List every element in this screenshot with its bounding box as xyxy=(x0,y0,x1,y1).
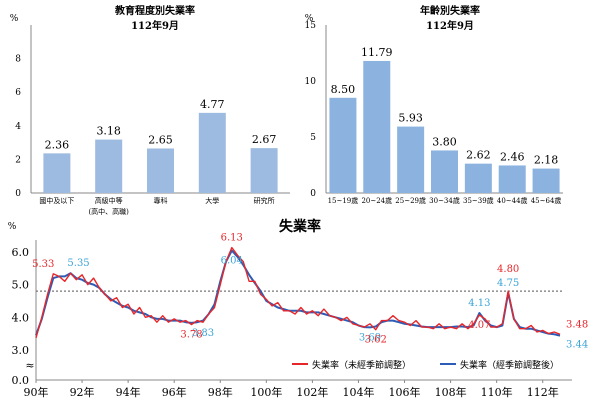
line-chart-x-tick: 98年 xyxy=(208,385,233,399)
line-chart-y-tick: 0.0 xyxy=(12,374,30,387)
age-bar xyxy=(397,126,425,193)
age-bar xyxy=(498,165,526,193)
education-chart: 教育程度別失業率 112年9月% 0 2 4 6 8 2.36 國中及以下 3.18 高級中等 (高中… xyxy=(10,4,290,216)
line-chart-y-tick: 5.0 xyxy=(12,279,30,292)
age-value-label: 5.93 xyxy=(398,112,423,125)
age-value-label: 8.50 xyxy=(331,83,356,96)
age-title: 年齡別失業率 xyxy=(420,4,480,17)
line-chart-legend: 失業率（未經季節調整） 失業率（經季節調整後） xyxy=(292,359,559,371)
line-chart-x-tick: 110年 xyxy=(481,385,513,399)
education-category-label: 高級中等 xyxy=(95,196,123,205)
line-chart-x-tick: 96年 xyxy=(162,385,187,399)
line-chart-x-tick: 94年 xyxy=(116,385,141,399)
education-y-unit: % xyxy=(10,14,19,24)
data-label: 5.35 xyxy=(67,258,89,269)
unemployment-line-chart: 失業率% 0.0 3.0 4.0 5.0 6.0 ≈90年 92年 94年 96年 98年 100年 1… xyxy=(8,218,589,399)
age-value-label: 2.18 xyxy=(534,154,559,167)
age-y-tick-0: 0 xyxy=(310,189,316,199)
data-label: 3.48 xyxy=(566,319,588,330)
legend-label: 失業率（未經季節調整） xyxy=(312,359,411,371)
line-chart-y-unit: % xyxy=(8,222,17,232)
education-bar xyxy=(147,148,174,193)
data-label: 3.69 xyxy=(359,332,381,343)
education-bar xyxy=(198,112,226,193)
data-label: 4.13 xyxy=(468,298,490,309)
age-bar xyxy=(329,97,357,193)
education-y-tick-1: 2 xyxy=(15,155,21,165)
legend-label: 失業率（經季節調整後） xyxy=(460,359,559,371)
data-label: 3.62 xyxy=(365,335,387,346)
data-label: 3.44 xyxy=(566,340,588,351)
education-category-label: 國中及以下 xyxy=(39,196,74,205)
education-value-label: 2.65 xyxy=(148,133,173,146)
education-value-label: 2.67 xyxy=(252,133,277,146)
axis-break-mark: ≈ xyxy=(25,359,34,372)
education-title: 教育程度別失業率 xyxy=(114,4,195,17)
age-category-label: 15~19歲 xyxy=(328,196,359,205)
education-bar xyxy=(250,148,278,193)
data-label: 5.33 xyxy=(32,259,54,270)
education-category-label: 專科 xyxy=(154,196,168,205)
age-bar xyxy=(532,168,560,193)
age-y-unit: % xyxy=(305,14,314,24)
age-chart: 年齡別失業率 112年9月% 0 5 10 15 8.50 15~19歲 11.79 20~24歲… xyxy=(305,4,563,205)
education-value-label: 3.18 xyxy=(96,125,121,138)
line-chart-x-tick: 90年 xyxy=(24,385,49,399)
line-chart-x-tick: 102年 xyxy=(296,385,328,399)
line-chart-y-tick: 3.0 xyxy=(12,344,30,357)
data-label: 4.80 xyxy=(497,264,519,275)
line-chart-x-tick: 100年 xyxy=(250,385,282,399)
data-label: 6.04 xyxy=(221,256,243,267)
age-y-tick-3: 15 xyxy=(305,21,317,31)
education-y-tick-0: 0 xyxy=(15,189,21,199)
age-category-label: 20~24歲 xyxy=(361,196,392,205)
line-chart-title: 失業率 xyxy=(279,218,321,235)
age-category-label: 30~34歲 xyxy=(429,196,460,205)
line-chart-x-tick: 92年 xyxy=(70,385,95,399)
line-chart-x-tick: 112年 xyxy=(527,385,559,399)
age-bar xyxy=(464,163,492,193)
age-value-label: 2.62 xyxy=(466,149,491,162)
education-category-label: 大學 xyxy=(205,196,219,205)
line-chart-x-tick: 106年 xyxy=(389,385,421,399)
data-label: 3.78 xyxy=(180,329,202,340)
education-category-note: (高中、高職) xyxy=(88,207,129,216)
line-chart-y-tick: 4.0 xyxy=(12,311,30,324)
age-category-label: 35~39歲 xyxy=(463,196,494,205)
education-y-tick-2: 4 xyxy=(15,122,21,132)
data-label: 6.13 xyxy=(221,233,243,244)
age-bar xyxy=(363,60,391,194)
education-category-label: 研究所 xyxy=(254,196,275,205)
education-value-label: 4.77 xyxy=(200,98,225,111)
age-category-label: 25~29歲 xyxy=(395,196,426,205)
education-bar xyxy=(43,153,71,193)
age-category-label: 40~44歲 xyxy=(497,196,528,205)
education-y-tick-4: 8 xyxy=(15,55,21,65)
education-subtitle: 112年9月 xyxy=(131,19,179,32)
line-chart-y-tick: 6.0 xyxy=(12,246,30,259)
age-value-label: 2.46 xyxy=(500,150,525,163)
age-subtitle: 112年9月 xyxy=(426,19,474,32)
series-line-unadjusted xyxy=(35,246,561,339)
education-value-label: 2.36 xyxy=(45,138,70,151)
education-bar xyxy=(95,139,123,193)
age-bar xyxy=(431,150,458,193)
data-label: 4.75 xyxy=(497,278,519,289)
age-category-label: 45~64歲 xyxy=(531,196,562,205)
age-y-tick-1: 5 xyxy=(310,133,316,143)
data-label: 3.83 xyxy=(192,328,214,339)
data-label: 4.07 xyxy=(468,320,490,331)
line-chart-x-tick: 104年 xyxy=(342,385,374,399)
education-y-tick-3: 6 xyxy=(15,88,21,98)
age-y-tick-2: 10 xyxy=(305,77,317,87)
age-value-label: 11.79 xyxy=(361,46,393,59)
line-chart-x-tick: 108年 xyxy=(435,385,467,399)
age-value-label: 3.80 xyxy=(432,135,457,148)
